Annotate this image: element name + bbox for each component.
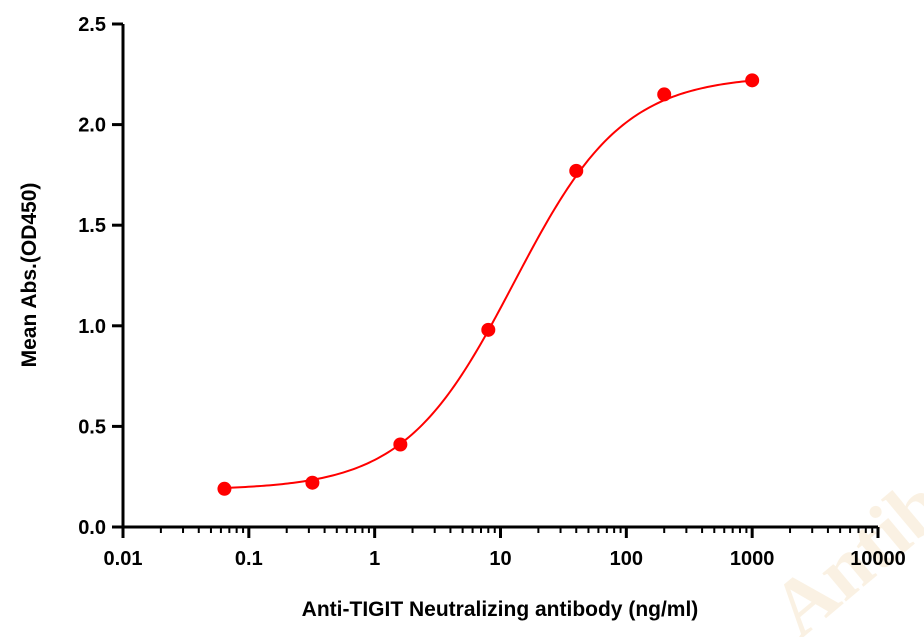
y-tick-label: 2.5 — [78, 14, 106, 36]
data-point — [657, 87, 672, 102]
axes — [121, 24, 878, 529]
y-tick-label: 0.5 — [78, 416, 106, 438]
x-axis-ticks: 0.01 0.1 1 10 100 1000 10000 — [104, 527, 906, 570]
x-tick-label: 10 — [489, 548, 511, 570]
data-point — [745, 73, 760, 88]
y-tick-label: 1.0 — [78, 316, 106, 338]
data-point — [569, 163, 584, 178]
x-tick-label: 100 — [610, 548, 643, 570]
x-tick-label: 1 — [369, 548, 380, 570]
y-axis-title: Mean Abs.(OD450) — [18, 183, 41, 368]
x-tick-label: 1000 — [730, 548, 775, 570]
y-tick-label: 2.0 — [78, 115, 106, 137]
data-points — [217, 73, 760, 496]
data-point — [393, 437, 408, 452]
data-point — [305, 475, 320, 490]
x-tick-label: 0.1 — [235, 548, 263, 570]
fit-curve — [224, 79, 753, 489]
x-tick-label: 0.01 — [104, 548, 143, 570]
y-axis-ticks: 0.0 0.5 1.0 1.5 2.0 2.5 — [78, 14, 123, 539]
y-tick-label: 0.0 — [78, 517, 106, 539]
data-point — [481, 322, 496, 337]
y-tick-label: 1.5 — [78, 215, 106, 237]
data-point — [217, 481, 232, 496]
x-tick-label: 10000 — [850, 548, 906, 570]
x-axis-title: Anti-TIGIT Neutralizing antibody (ng/ml) — [302, 598, 699, 621]
watermark: AntibodySystem — [755, 224, 924, 637]
